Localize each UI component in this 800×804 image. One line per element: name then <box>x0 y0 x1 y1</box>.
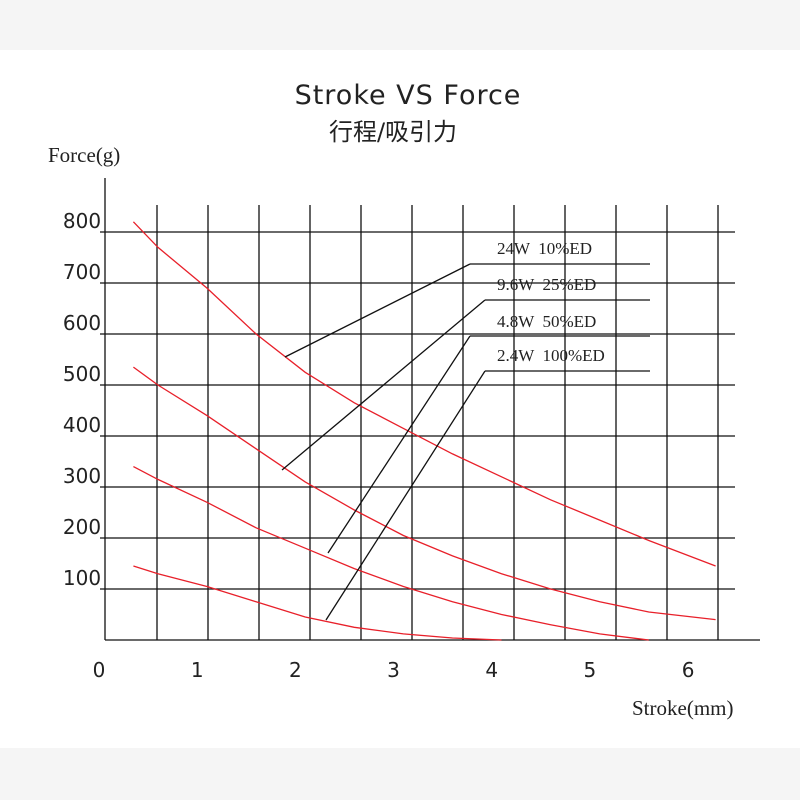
x-tick-label: 2 <box>289 658 302 682</box>
x-tick-label: 1 <box>191 658 204 682</box>
y-tick-label: 200 <box>63 515 101 539</box>
x-tick-label: 3 <box>387 658 400 682</box>
series-label: 2.4W 100%ED <box>497 346 605 365</box>
x-axis-label: Stroke(mm) <box>632 696 733 720</box>
bottom-band <box>0 748 800 800</box>
y-tick-label: 700 <box>63 260 101 284</box>
series-line <box>133 366 716 621</box>
y-axis-label: Force(g) <box>48 143 120 167</box>
series-line <box>132 221 716 567</box>
series-line <box>133 466 649 641</box>
y-tick-label: 800 <box>63 209 101 233</box>
chart-title: Stroke VS Force <box>295 80 522 111</box>
series-label: 4.8W 50%ED <box>497 312 596 331</box>
chart-subtitle: 行程/吸引力 <box>329 118 457 146</box>
grid: 100 200 300 400 500 600 700 800 0 1 2 3 4 5 6 <box>63 178 760 682</box>
y-tick-label: 300 <box>63 464 101 488</box>
leader-line <box>281 299 486 471</box>
leader-line <box>325 370 486 621</box>
x-tick-label: 5 <box>584 658 597 682</box>
x-tick-label: 6 <box>682 658 695 682</box>
plot: 24W 10%ED 9.6W 25%ED 4.8W 50%ED 2.4W 100%ED <box>132 221 716 641</box>
y-tick-label: 600 <box>63 311 101 335</box>
x-tick-label: 0 <box>93 658 106 682</box>
leader-line <box>327 335 471 554</box>
series-label: 9.6W 25%ED <box>497 275 596 294</box>
leader-line <box>284 263 471 358</box>
y-tick-label: 500 <box>63 362 101 386</box>
y-tick-label: 100 <box>63 566 101 590</box>
top-band <box>0 0 800 50</box>
y-tick-label: 400 <box>63 413 101 437</box>
series-label: 24W 10%ED <box>497 239 592 258</box>
x-tick-label: 4 <box>485 658 498 682</box>
series-line <box>133 565 502 641</box>
